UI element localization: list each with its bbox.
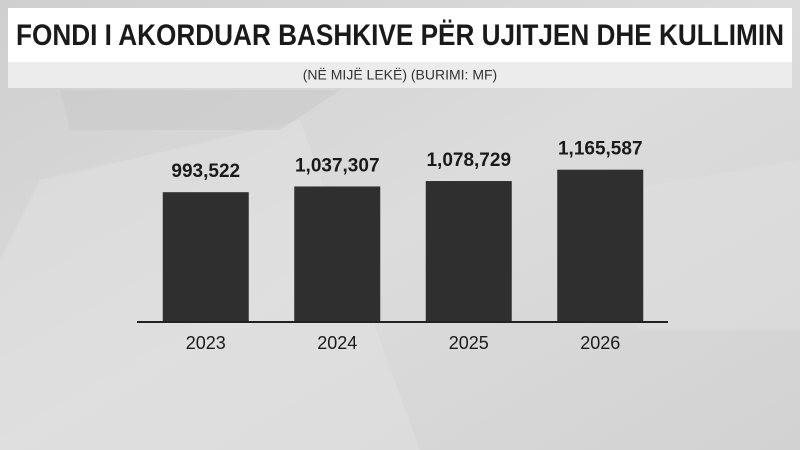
title-banner: [8, 8, 792, 62]
subtitle-banner: [8, 62, 792, 88]
bar: [557, 169, 644, 322]
x-tick-label: 2023: [186, 333, 226, 353]
chart-subtitle: (NË MIJË LEKË) (BURIMI: MF): [303, 67, 497, 83]
value-label: 993,522: [171, 161, 240, 182]
bar: [294, 186, 381, 322]
bar: [162, 192, 249, 322]
value-label: 1,078,729: [426, 150, 511, 171]
bar: [425, 181, 512, 322]
x-tick-label: 2024: [317, 333, 357, 353]
value-label: 1,037,307: [295, 155, 380, 176]
chart-title: FONDI I AKORDUAR BASHKIVE PËR UJITJEN DH…: [16, 19, 784, 52]
x-tick-label: 2025: [449, 333, 489, 353]
value-label: 1,165,587: [558, 139, 643, 160]
x-tick-label: 2026: [580, 333, 620, 353]
bg-shape: [60, 90, 340, 130]
